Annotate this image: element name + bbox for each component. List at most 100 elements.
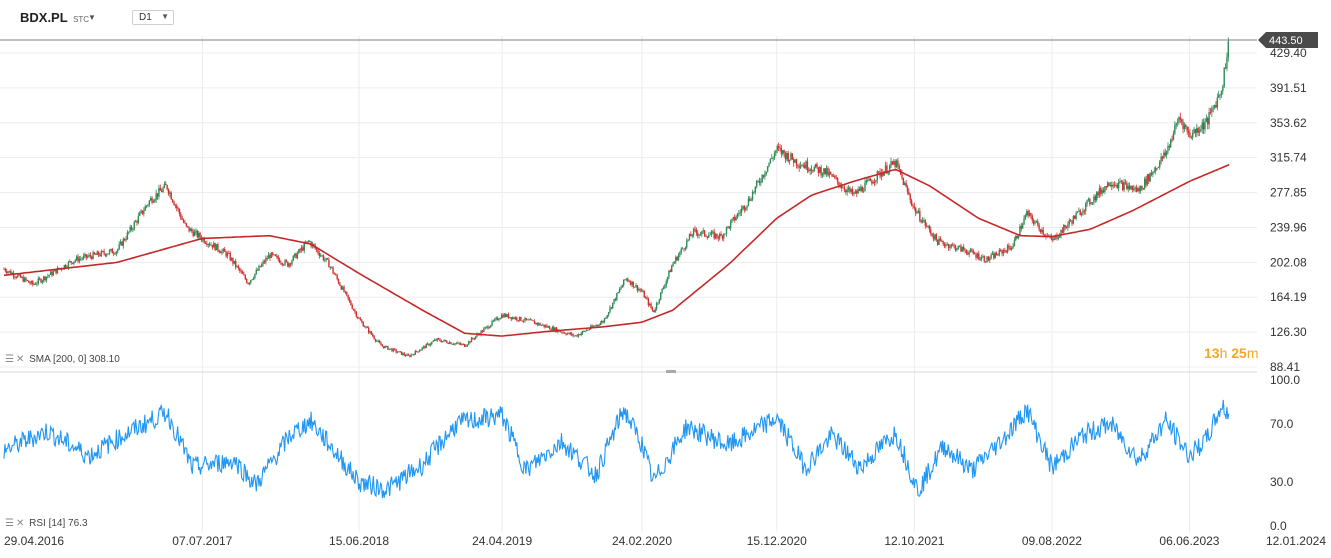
- candle-body: [147, 204, 149, 206]
- candle-body: [206, 243, 208, 246]
- candle-body: [483, 328, 485, 332]
- sma-indicator-label[interactable]: ☰ ✕ SMA [200, 0] 308.10: [5, 354, 120, 365]
- rsi-axis[interactable]: 100.0 70.0 30.0 0.0: [1270, 373, 1300, 533]
- candle-body: [442, 341, 444, 343]
- candle-body: [1224, 67, 1227, 69]
- candle-body: [819, 167, 821, 173]
- candle-body: [657, 302, 659, 304]
- candle-body: [522, 320, 525, 322]
- chevron-down-icon[interactable]: ▼: [88, 13, 96, 22]
- candle-body: [568, 332, 570, 334]
- candle-body: [44, 276, 46, 281]
- candle-body: [598, 325, 600, 326]
- candle-body: [906, 186, 909, 192]
- candle-body: [602, 321, 604, 323]
- candle-body: [1159, 161, 1161, 168]
- time-axis[interactable]: 29.04.2016 07.07.2017 15.06.2018 24.04.2019…: [4, 534, 1326, 548]
- candle-body: [780, 148, 783, 154]
- candle-body: [731, 218, 733, 222]
- candle-body: [1091, 202, 1094, 204]
- indicator-settings-icon[interactable]: ☰: [5, 354, 14, 365]
- candle-body: [910, 200, 913, 206]
- panel-resize-handle[interactable]: [666, 370, 676, 373]
- candle-body: [857, 188, 859, 194]
- price-axis[interactable]: 429.40 391.51 353.62 315.74 277.85 239.96 202.…: [1270, 46, 1307, 374]
- candle-body: [17, 275, 19, 278]
- close-icon[interactable]: ✕: [15, 518, 25, 529]
- candle-body: [535, 322, 537, 324]
- candle-body: [1167, 145, 1169, 151]
- candle-body: [947, 244, 950, 249]
- candle-body: [509, 317, 511, 319]
- candle-body: [723, 233, 725, 239]
- candle-body: [30, 281, 33, 284]
- candle-body: [1161, 156, 1164, 159]
- candle-body: [1111, 184, 1113, 187]
- candle-body: [901, 174, 903, 178]
- candle-body: [350, 300, 352, 306]
- candle-body: [928, 225, 931, 230]
- rsi-indicator-label[interactable]: ☰ ✕ RSI [14] 76.3: [5, 518, 88, 529]
- candle-body: [872, 182, 874, 184]
- candle-body: [775, 150, 777, 154]
- candle-body: [765, 171, 767, 174]
- candle-body: [680, 248, 682, 253]
- candle-body: [1050, 236, 1053, 240]
- candle-body: [1176, 122, 1179, 124]
- candle-body: [687, 239, 689, 241]
- candle-body: [921, 220, 924, 223]
- close-icon[interactable]: ✕: [15, 354, 25, 365]
- candle-body: [160, 190, 163, 192]
- candle-body: [821, 173, 824, 176]
- candle-body: [712, 231, 714, 233]
- candle-body: [514, 317, 517, 319]
- candle-body: [229, 253, 231, 261]
- candle-body: [601, 321, 603, 324]
- candle-body: [677, 255, 680, 261]
- candle-body: [956, 249, 958, 251]
- candle-body: [758, 181, 761, 183]
- symbol-selector[interactable]: BDX.PL STC: [20, 10, 89, 25]
- candle-body: [444, 340, 447, 342]
- candle-body: [241, 271, 244, 274]
- candle-body: [938, 238, 940, 245]
- candle-body: [898, 166, 900, 170]
- candle-body: [457, 342, 459, 344]
- candle-body: [564, 332, 566, 334]
- timeframe-selector[interactable]: D1 ▼: [132, 10, 174, 25]
- candle-body: [49, 271, 52, 275]
- candle-body: [192, 231, 194, 236]
- candle-body: [569, 332, 571, 335]
- candle-body: [746, 205, 748, 208]
- candle-body: [33, 283, 35, 285]
- candle-body: [480, 330, 482, 336]
- candle-body: [772, 157, 774, 159]
- candle-body: [1100, 188, 1102, 194]
- indicator-settings-icon[interactable]: ☰: [5, 518, 14, 529]
- countdown-hours-unit: h: [1219, 345, 1228, 361]
- candle-body: [372, 334, 374, 337]
- candle-body: [627, 278, 629, 281]
- candle-body: [43, 276, 45, 281]
- candle-body: [64, 265, 67, 268]
- rsi-line: [3, 399, 1230, 499]
- candle-body: [3, 268, 5, 270]
- candle-body: [320, 255, 322, 257]
- candle-body: [920, 220, 922, 223]
- candle-body: [415, 350, 418, 352]
- candle-body: [986, 256, 988, 263]
- candle-body: [97, 251, 100, 256]
- candle-body: [851, 189, 854, 195]
- candle-body: [1061, 230, 1064, 233]
- candle-body: [276, 256, 278, 257]
- candle-body: [363, 326, 366, 328]
- candle-body: [1123, 182, 1125, 190]
- candle-body: [354, 310, 356, 312]
- candle-body: [1097, 192, 1099, 196]
- candle-body: [75, 256, 78, 260]
- candle-body: [1171, 139, 1173, 141]
- candle-body: [562, 332, 565, 334]
- candle-body: [55, 269, 57, 274]
- candle-body: [226, 252, 229, 257]
